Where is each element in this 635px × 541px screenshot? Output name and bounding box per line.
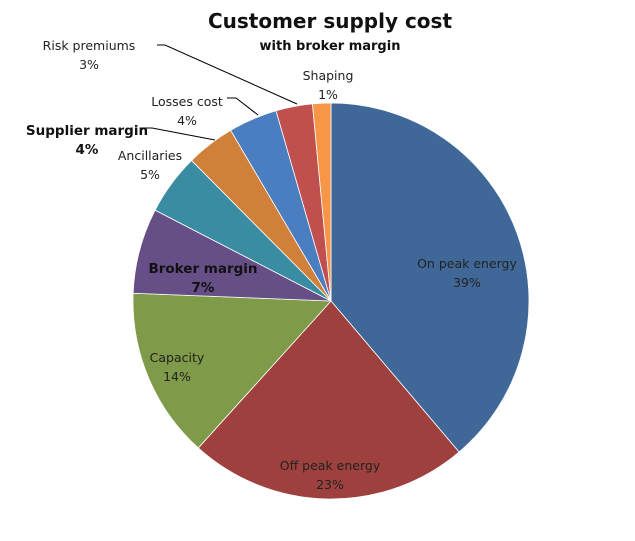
- data-label-percent: 4%: [177, 113, 197, 128]
- pie-slice-on-peak-energy: [330, 102, 530, 453]
- chart-title: Customer supply cost: [208, 9, 452, 33]
- chart-subtitle: with broker margin: [260, 39, 401, 54]
- data-label-percent: 23%: [316, 477, 344, 492]
- pie-slice-off-peak-energy: [197, 300, 460, 500]
- data-label-percent: 14%: [163, 369, 191, 384]
- data-label-name: On peak energy: [417, 256, 517, 271]
- data-label-name: Supplier margin: [26, 123, 148, 139]
- data-label-percent: 4%: [76, 142, 99, 158]
- data-label-percent: 7%: [192, 280, 215, 296]
- data-label-percent: 5%: [140, 167, 160, 182]
- data-label-percent: 39%: [453, 275, 481, 290]
- pie-slice-capacity: [132, 292, 332, 449]
- data-label-name: Capacity: [150, 350, 205, 365]
- leader-line-supplier-margin: [140, 127, 216, 141]
- data-label-name: Shaping: [303, 68, 354, 83]
- data-label-name: Ancillaries: [118, 148, 182, 163]
- data-label-percent: 1%: [318, 87, 338, 102]
- data-label-name: Losses cost: [151, 94, 223, 109]
- leader-line-losses-cost: [227, 97, 259, 116]
- leader-line-risk-premiums: [157, 44, 298, 105]
- data-label-name: Broker margin: [148, 261, 257, 277]
- pie-slice-shaping: [312, 102, 332, 302]
- data-label-name: Off peak energy: [280, 458, 381, 473]
- data-label-name: Risk premiums: [43, 38, 136, 53]
- data-label-percent: 3%: [79, 57, 99, 72]
